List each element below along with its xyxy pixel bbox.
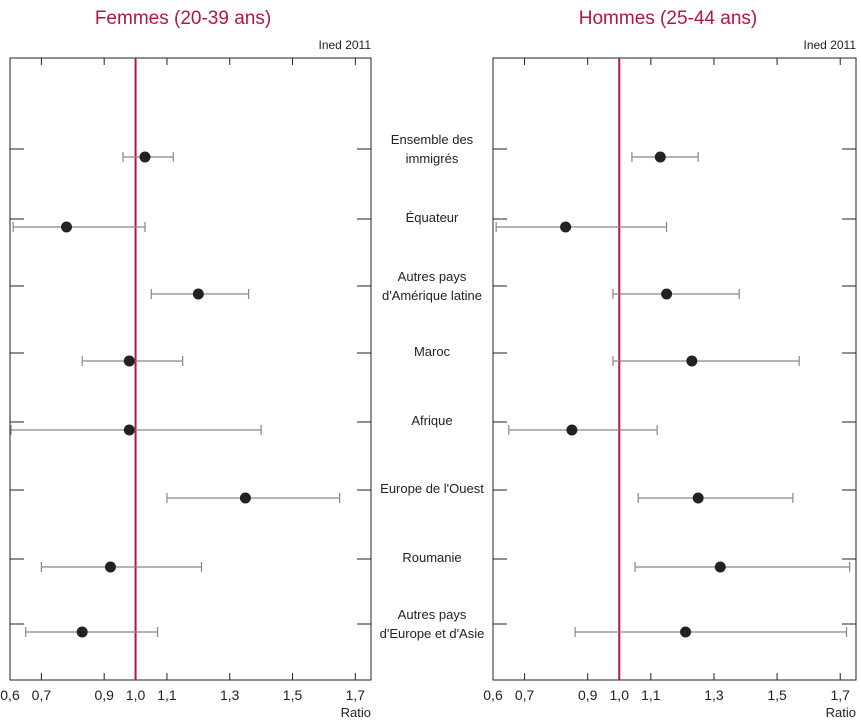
panel-femmes: Femmes (20-39 ans) Ined 2011 0,6 0,7 0,9 1,0 1… [0, 8, 372, 720]
x-tick-label: 0,9 [94, 687, 114, 703]
category-label: d'Europe et d'Asie [380, 626, 485, 641]
x-tick-label: 1,3 [704, 687, 724, 703]
category-label: d'Amérique latine [382, 288, 482, 303]
data-point [680, 626, 692, 638]
plot-frame [492, 57, 857, 681]
data-point [123, 355, 135, 367]
data-point [76, 626, 88, 638]
data-point [61, 221, 73, 233]
x-tick-label: 1,1 [157, 687, 177, 703]
category-labels: Ensemble des immigrés Équateur Autres pays d… [380, 132, 485, 641]
category-label: Autres pays [398, 607, 467, 622]
panel-hommes: Hommes (25-44 ans) Ined 2011 0,6 0,7 0,9 1,0 1… [483, 8, 857, 720]
data-point [239, 492, 251, 504]
panel-title: Hommes (25-44 ans) [579, 8, 757, 29]
data-point [139, 151, 151, 163]
x-tick-label: 1,1 [641, 687, 661, 703]
x-tick-label: 0,6 [0, 687, 20, 703]
data-point [566, 424, 578, 436]
x-tick-label: 0,7 [32, 687, 52, 703]
category-label: Équateur [406, 210, 459, 225]
category-label: Ensemble des [391, 132, 474, 147]
data-point [686, 355, 698, 367]
source-note: Ined 2011 [804, 38, 857, 52]
x-tick-label: 1,0 [126, 687, 146, 703]
x-axis-title: Ratio [826, 705, 856, 720]
source-note: Ined 2011 [319, 38, 372, 52]
data-point [560, 221, 572, 233]
x-tick-label: 0,6 [483, 687, 503, 703]
data-point [104, 561, 116, 573]
x-tick-label: 1,7 [346, 687, 366, 703]
plot-frame [9, 57, 372, 681]
data-point [192, 288, 204, 300]
category-label: Roumanie [402, 550, 461, 565]
x-tick-label: 0,7 [515, 687, 535, 703]
category-label: immigrés [406, 151, 459, 166]
category-label: Afrique [411, 413, 452, 428]
data-point [714, 561, 726, 573]
panel-title: Femmes (20-39 ans) [95, 8, 271, 29]
x-axis-title: Ratio [341, 705, 371, 720]
data-point [661, 288, 673, 300]
x-tick-label: 1,5 [767, 687, 787, 703]
data-point [123, 424, 135, 436]
category-label: Europe de l'Ouest [380, 481, 484, 496]
x-tick-label: 1,5 [283, 687, 303, 703]
category-label: Maroc [414, 344, 451, 359]
x-tick-label: 0,9 [578, 687, 598, 703]
data-point [654, 151, 666, 163]
x-tick-label: 1,3 [220, 687, 240, 703]
category-label: Autres pays [398, 269, 467, 284]
x-tick-label: 1,0 [610, 687, 630, 703]
x-tick-label: 1,7 [830, 687, 850, 703]
data-point [692, 492, 704, 504]
